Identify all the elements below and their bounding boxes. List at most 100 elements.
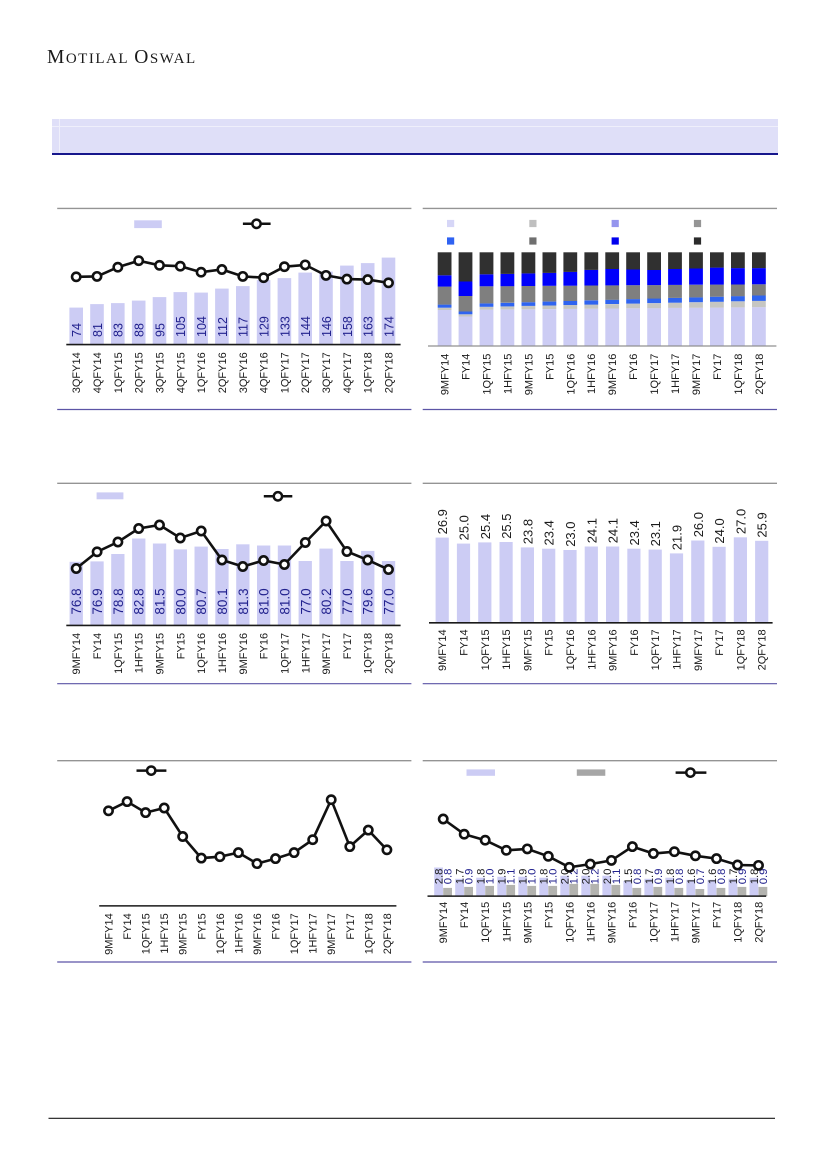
svg-text:FY15: FY15	[196, 913, 208, 939]
svg-text:74: 74	[70, 323, 84, 337]
svg-text:1QFY16: 1QFY16	[565, 354, 577, 395]
svg-text:24.1: 24.1	[606, 518, 621, 543]
svg-text:FY16: FY16	[271, 913, 283, 939]
svg-text:9MFY14: 9MFY14	[438, 902, 450, 944]
svg-text:FY14: FY14	[459, 902, 471, 928]
svg-text:27.0: 27.0	[733, 509, 748, 534]
svg-text:9MFY15: 9MFY15	[522, 902, 534, 944]
svg-text:1QFY15: 1QFY15	[113, 352, 125, 393]
svg-text:2QFY18: 2QFY18	[754, 902, 766, 943]
svg-text:1QFY17: 1QFY17	[279, 633, 291, 674]
svg-text:23.4: 23.4	[627, 520, 642, 545]
svg-text:1HFY17: 1HFY17	[308, 913, 320, 953]
svg-text:1HFY15: 1HFY15	[501, 902, 513, 942]
svg-text:1QFY17: 1QFY17	[279, 352, 291, 393]
svg-text:24.1: 24.1	[584, 518, 599, 543]
svg-text:1.1: 1.1	[506, 869, 518, 885]
svg-text:81: 81	[91, 323, 105, 337]
svg-text:FY17: FY17	[712, 902, 724, 928]
svg-text:9MFY15: 9MFY15	[155, 633, 167, 675]
svg-text:129: 129	[258, 316, 272, 337]
svg-text:0.9: 0.9	[758, 869, 770, 885]
svg-text:1.8: 1.8	[665, 869, 677, 885]
svg-text:1QFY18: 1QFY18	[363, 633, 375, 674]
svg-text:FY16: FY16	[628, 354, 640, 380]
svg-text:FY15: FY15	[543, 902, 555, 928]
svg-text:FY16: FY16	[629, 629, 641, 655]
svg-text:163: 163	[362, 316, 376, 337]
svg-text:82.8: 82.8	[132, 588, 147, 614]
svg-text:78.8: 78.8	[111, 588, 126, 614]
svg-text:1QFY18: 1QFY18	[363, 352, 375, 393]
svg-text:0.8: 0.8	[716, 869, 728, 885]
svg-text:4QFY14: 4QFY14	[92, 352, 104, 393]
svg-text:9MFY14: 9MFY14	[104, 913, 116, 955]
svg-text:2.0: 2.0	[581, 869, 593, 885]
svg-text:112: 112	[216, 317, 230, 337]
svg-text:1QFY18: 1QFY18	[363, 913, 375, 954]
svg-text:1QFY16: 1QFY16	[215, 913, 227, 954]
svg-text:1.8: 1.8	[476, 869, 488, 885]
svg-text:0.9: 0.9	[737, 869, 749, 885]
svg-text:81.0: 81.0	[277, 588, 292, 614]
svg-text:1.0: 1.0	[548, 869, 560, 885]
svg-text:146: 146	[320, 316, 334, 337]
svg-text:9MFY17: 9MFY17	[321, 633, 333, 675]
svg-text:1QFY15: 1QFY15	[113, 633, 125, 674]
svg-text:1.8: 1.8	[749, 869, 761, 885]
svg-text:FY14: FY14	[459, 629, 471, 655]
svg-text:9MFY14: 9MFY14	[437, 629, 449, 671]
svg-text:FY17: FY17	[714, 629, 726, 655]
svg-text:1HFY17: 1HFY17	[670, 354, 682, 394]
svg-text:FY17: FY17	[342, 633, 354, 659]
svg-text:174: 174	[382, 316, 396, 337]
svg-text:81.0: 81.0	[257, 588, 272, 614]
svg-text:1QFY15: 1QFY15	[480, 902, 492, 943]
svg-text:1.0: 1.0	[485, 869, 497, 885]
svg-text:9MFY17: 9MFY17	[693, 629, 705, 671]
svg-text:9MFY14: 9MFY14	[440, 354, 452, 396]
svg-text:4QFY16: 4QFY16	[259, 352, 271, 393]
svg-text:1QFY15: 1QFY15	[482, 354, 494, 395]
svg-text:1.9: 1.9	[497, 869, 509, 885]
svg-text:4QFY15: 4QFY15	[175, 352, 187, 393]
svg-text:1.5: 1.5	[623, 869, 635, 885]
svg-text:81.5: 81.5	[153, 588, 168, 614]
svg-text:1HFY16: 1HFY16	[586, 354, 598, 394]
svg-text:0.8: 0.8	[632, 869, 644, 885]
svg-text:9MFY15: 9MFY15	[178, 913, 190, 955]
svg-text:FY14: FY14	[461, 354, 473, 380]
svg-text:3QFY16: 3QFY16	[238, 352, 250, 393]
svg-text:1HFY15: 1HFY15	[502, 354, 514, 394]
svg-text:FY14: FY14	[122, 913, 134, 939]
svg-text:1.2: 1.2	[569, 869, 581, 885]
svg-text:3QFY14: 3QFY14	[71, 352, 83, 393]
svg-text:26.9: 26.9	[435, 509, 450, 534]
svg-text:3QFY15: 3QFY15	[155, 352, 167, 393]
svg-text:80.7: 80.7	[194, 588, 209, 614]
svg-text:0.9: 0.9	[653, 869, 665, 885]
svg-text:9MFY16: 9MFY16	[608, 629, 620, 671]
svg-text:0.9: 0.9	[464, 869, 476, 885]
svg-text:1QFY16: 1QFY16	[196, 633, 208, 674]
svg-text:1HFY15: 1HFY15	[134, 633, 146, 673]
svg-text:25.0: 25.0	[457, 515, 472, 540]
svg-text:FY15: FY15	[544, 629, 556, 655]
svg-text:2QFY18: 2QFY18	[382, 913, 394, 954]
svg-text:1QFY18: 1QFY18	[735, 629, 747, 670]
svg-text:FY14: FY14	[92, 633, 104, 659]
svg-text:77.0: 77.0	[298, 588, 313, 614]
svg-text:FY15: FY15	[544, 354, 556, 380]
svg-text:1QFY16: 1QFY16	[565, 629, 577, 670]
svg-text:104: 104	[195, 316, 209, 337]
svg-text:1.0: 1.0	[527, 869, 539, 885]
svg-text:3QFY17: 3QFY17	[321, 352, 333, 393]
svg-text:1HFY17: 1HFY17	[672, 629, 684, 669]
svg-text:FY16: FY16	[259, 633, 271, 659]
svg-text:9MFY17: 9MFY17	[326, 913, 338, 955]
svg-text:1QFY18: 1QFY18	[733, 354, 745, 395]
svg-text:9MFY17: 9MFY17	[691, 354, 703, 396]
svg-text:25.5: 25.5	[499, 513, 514, 538]
svg-text:9MFY16: 9MFY16	[238, 633, 250, 675]
svg-text:1HFY17: 1HFY17	[669, 902, 681, 942]
